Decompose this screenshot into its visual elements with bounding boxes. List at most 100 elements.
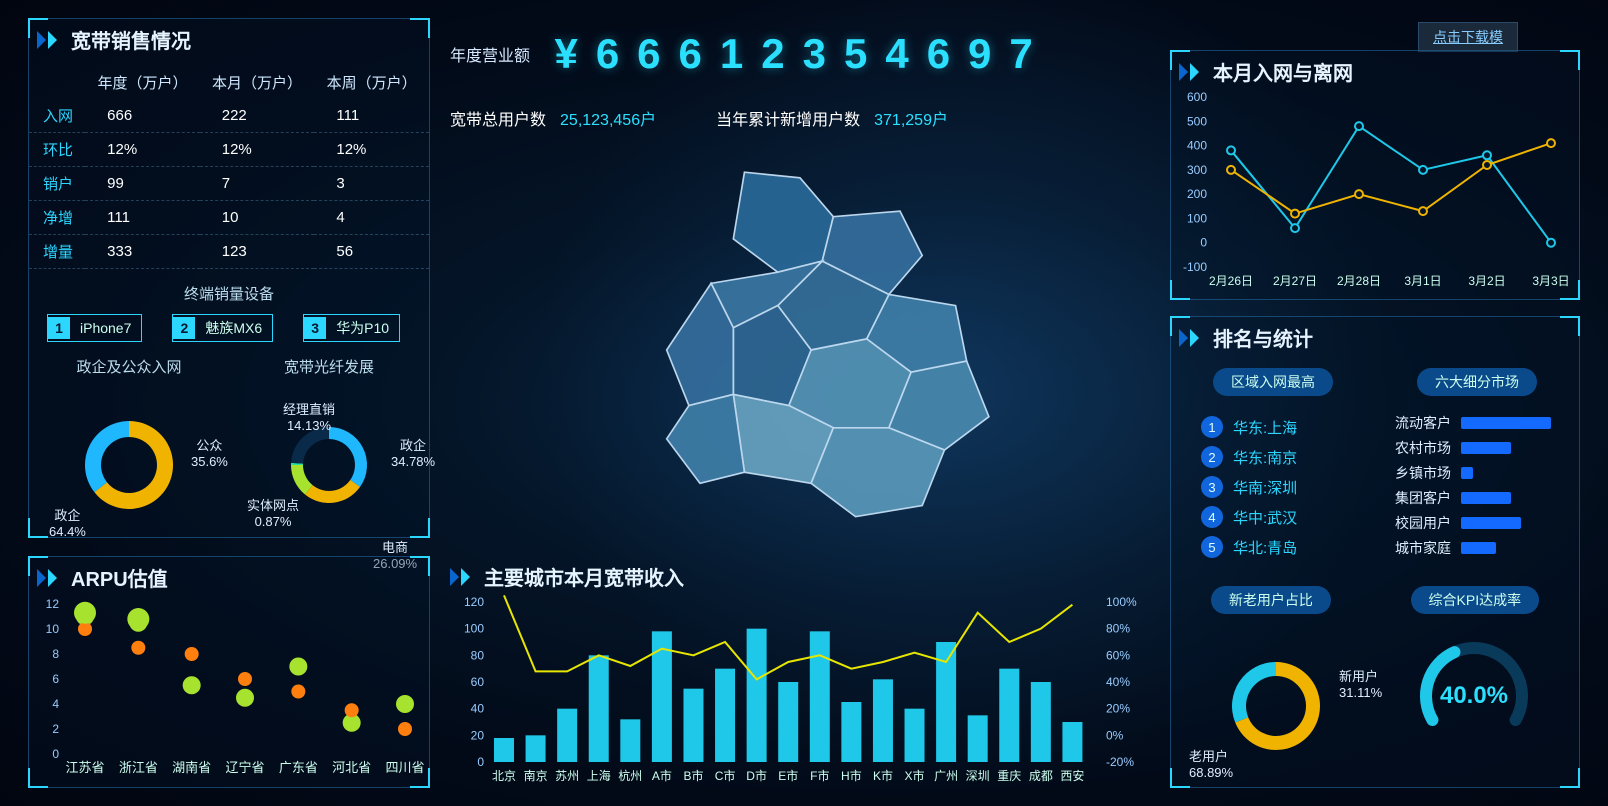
svg-text:100: 100	[464, 622, 484, 636]
svg-text:西安: 西安	[1060, 768, 1084, 783]
svg-text:江苏省: 江苏省	[65, 760, 104, 775]
region-rank-item[interactable]: 4华中:武汉	[1201, 506, 1375, 528]
svg-text:C市: C市	[715, 768, 736, 783]
download-button[interactable]: 点击下载模	[1418, 22, 1518, 52]
terminal-rank-item[interactable]: 3华为P10	[303, 314, 400, 342]
svg-text:10: 10	[46, 622, 60, 636]
panel-rank: 排名与统计 区域入网最高 六大细分市场 1华东:上海 2华东:南京 3华南:深圳 4华…	[1170, 316, 1580, 788]
map-jiangsu	[560, 150, 1040, 550]
sales-table: 年度（万户）本月（万户）本周（万户）入网666222111环比12%12%12%…	[29, 66, 429, 269]
svg-text:0%: 0%	[1106, 728, 1124, 742]
svg-text:2月27日: 2月27日	[1273, 274, 1317, 288]
svg-text:3月1日: 3月1日	[1404, 274, 1441, 288]
kpi-gauge: 40.0%	[1379, 626, 1569, 766]
panel-title: 排名与统计	[1213, 323, 1313, 352]
panel-title: 本月入网与离网	[1213, 57, 1353, 86]
svg-text:浙江省: 浙江省	[119, 760, 158, 775]
svg-text:40: 40	[471, 702, 485, 716]
svg-text:重庆: 重庆	[997, 769, 1021, 783]
region-rank-item[interactable]: 1华东:上海	[1201, 416, 1375, 438]
pill-userratio[interactable]: 新老用户占比	[1211, 586, 1331, 614]
svg-text:2: 2	[52, 722, 59, 736]
total-users-value: 25,123,456户	[560, 112, 656, 129]
svg-text:湖南省: 湖南省	[172, 760, 211, 775]
panel-netflow: 本月入网与离网 -100 0 100 200 300 400 500 600 2月26日 2月27…	[1170, 50, 1580, 300]
pill-kpi[interactable]: 综合KPI达成率	[1411, 586, 1540, 614]
pill-region[interactable]: 区域入网最高	[1213, 368, 1333, 396]
donut-fiber: 政企34.78%电商26.09%经理直销14.13%实体网点0.87%	[229, 385, 429, 545]
svg-text:400: 400	[1187, 139, 1207, 153]
svg-text:0: 0	[1200, 236, 1207, 250]
terminal-rank: 1iPhone7 2魅族MX6 3华为P10	[29, 314, 429, 342]
svg-text:B市: B市	[683, 768, 703, 783]
svg-text:河北省: 河北省	[332, 760, 371, 775]
region-rank-list: 1华东:上海 2华东:南京 3华南:深圳 4华中:武汉 5华北:青岛	[1181, 408, 1387, 566]
pill-market[interactable]: 六大细分市场	[1417, 368, 1537, 396]
market-bar-row: 流动客户	[1395, 413, 1569, 433]
revenue-label: 年度营业额	[450, 42, 530, 66]
svg-text:上海: 上海	[587, 768, 611, 783]
donut-channel: 政企64.4%公众35.6%	[29, 385, 229, 545]
revenue-value: ¥66612354697	[554, 30, 1050, 77]
region-rank-item[interactable]: 3华南:深圳	[1201, 476, 1375, 498]
svg-text:40%: 40%	[1106, 675, 1130, 689]
svg-text:500: 500	[1187, 114, 1207, 128]
market-bar-row: 乡镇市场	[1395, 463, 1569, 483]
svg-text:100: 100	[1187, 211, 1207, 225]
svg-text:-100: -100	[1183, 260, 1207, 274]
svg-text:20: 20	[471, 728, 485, 742]
market-bar-row: 校园用户	[1395, 513, 1569, 533]
market-bars: 流动客户农村市场乡镇市场集团客户校园用户城市家庭	[1395, 408, 1569, 566]
arpu-chart: 024681012江苏省浙江省湖南省辽宁省广东省河北省四川省	[29, 598, 419, 788]
svg-text:60: 60	[471, 675, 485, 689]
panel-title: 主要城市本月宽带收入	[484, 562, 684, 591]
svg-text:K市: K市	[873, 768, 893, 783]
svg-text:广东省: 广东省	[279, 760, 318, 775]
svg-text:100%: 100%	[1106, 595, 1137, 609]
svg-text:0: 0	[52, 747, 59, 761]
center-header: 年度营业额 ¥66612354697 宽带总用户数 25,123,456户 当年累…	[450, 30, 1130, 130]
svg-text:X市: X市	[905, 768, 925, 783]
region-rank-item[interactable]: 5华北:青岛	[1201, 536, 1375, 558]
panel-title: 宽带销售情况	[71, 25, 191, 54]
svg-text:成都: 成都	[1029, 769, 1053, 783]
svg-text:3月2日: 3月2日	[1468, 274, 1505, 288]
terminal-rank-item[interactable]: 1iPhone7	[47, 314, 142, 342]
svg-text:深圳: 深圳	[966, 769, 990, 783]
panel-arpu: ARPU估值 024681012江苏省浙江省湖南省辽宁省广东省河北省四川省	[28, 556, 430, 788]
svg-text:200: 200	[1187, 187, 1207, 201]
svg-text:300: 300	[1187, 163, 1207, 177]
panel-title: ARPU估值	[71, 563, 168, 592]
new-users-label: 当年累计新增用户数	[716, 112, 860, 129]
svg-text:A市: A市	[652, 768, 672, 783]
svg-text:2月26日: 2月26日	[1209, 274, 1253, 288]
svg-text:0: 0	[477, 755, 484, 769]
chevron-icon	[450, 568, 476, 586]
netflow-chart: -100 0 100 200 300 400 500 600 2月26日 2月27日 2月28日 3月…	[1171, 92, 1571, 302]
terminal-title: 终端销量设备	[29, 283, 429, 304]
svg-text:120: 120	[464, 595, 484, 609]
svg-text:E市: E市	[778, 768, 798, 783]
total-users-label: 宽带总用户数	[450, 112, 546, 129]
svg-text:8: 8	[52, 647, 59, 661]
svg-text:20%: 20%	[1106, 702, 1130, 716]
region-rank-item[interactable]: 2华东:南京	[1201, 446, 1375, 468]
svg-text:600: 600	[1187, 90, 1207, 104]
svg-text:60%: 60%	[1106, 648, 1130, 662]
terminal-rank-item[interactable]: 2魅族MX6	[172, 314, 273, 342]
svg-text:4: 4	[52, 697, 59, 711]
svg-text:杭州: 杭州	[618, 768, 642, 783]
market-bar-row: 农村市场	[1395, 438, 1569, 458]
svg-text:-20%: -20%	[1106, 755, 1134, 769]
svg-text:苏州: 苏州	[555, 769, 579, 783]
svg-text:北京: 北京	[492, 769, 516, 783]
svg-text:D市: D市	[746, 768, 767, 783]
svg-text:辽宁省: 辽宁省	[225, 760, 264, 775]
new-users-value: 371,259户	[874, 112, 948, 129]
donut2-heading: 宽带光纤发展	[229, 356, 429, 377]
donut1-heading: 政企及公众入网	[29, 356, 229, 377]
svg-text:80: 80	[471, 648, 485, 662]
svg-text:2月28日: 2月28日	[1337, 274, 1381, 288]
panel-city: 主要城市本月宽带收入 0 20 40 60 80 100 120 -20% 0% 20% 40% 60…	[450, 556, 1150, 788]
market-bar-row: 集团客户	[1395, 488, 1569, 508]
